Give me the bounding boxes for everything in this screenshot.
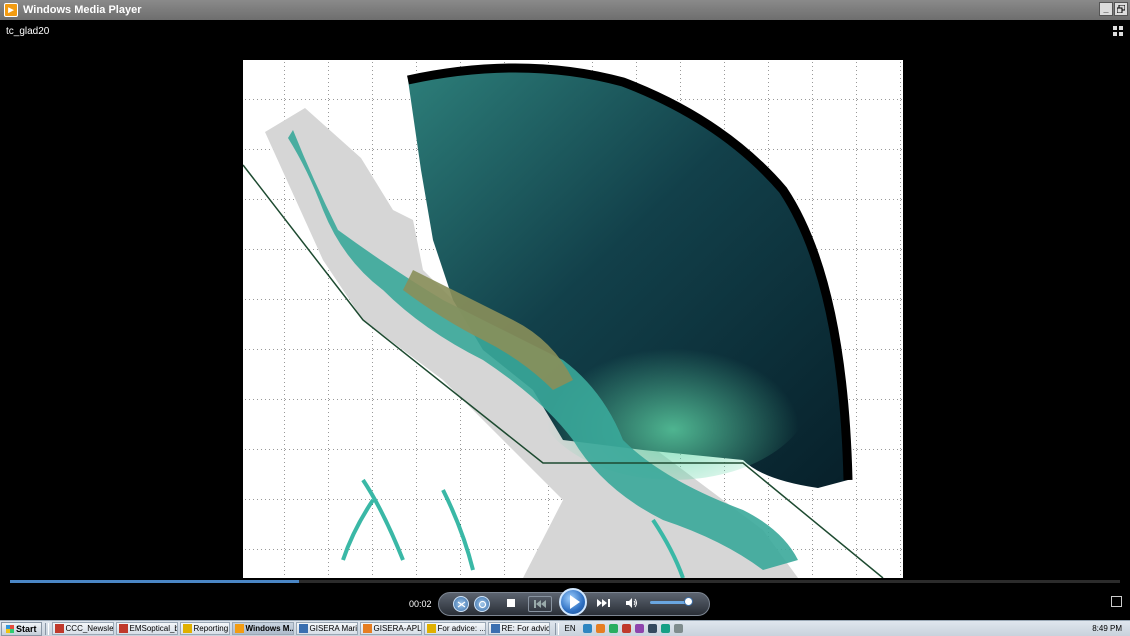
elapsed-time: 00:02 [409,599,432,609]
taskbar-separator [554,622,559,635]
app-icon [182,624,192,633]
app-icon [362,624,372,633]
sediment-plume [403,270,573,390]
taskbar-button-label: RE: For advic... [501,624,549,633]
app-icon [490,624,500,633]
speaker-icon [626,598,637,608]
app-icon [234,624,244,633]
windows-logo-icon [6,624,14,633]
shuffle-button[interactable] [453,596,469,612]
tray-app-icon[interactable] [660,624,670,633]
tray-app-icon[interactable] [595,624,605,633]
stop-icon [507,599,515,607]
app-icon [298,624,308,633]
taskbar-button-label: Reporting [193,624,229,633]
taskbar-button[interactable]: Windows M... [231,622,294,635]
start-button[interactable]: Start [1,621,42,636]
shuffle-icon [457,601,465,607]
taskbar-button-label: CCC_Newslet... [65,624,114,633]
volume-knob[interactable] [683,597,693,606]
taskbar-button[interactable]: For advice: ... [423,622,486,635]
taskbar-button[interactable]: EMSoptical_b... [115,622,178,635]
mute-button[interactable] [625,597,639,609]
volume-slider[interactable] [650,601,692,604]
tray-app-icon[interactable] [647,624,657,633]
play-button[interactable] [559,588,587,616]
restore-icon [1117,5,1125,13]
next-button[interactable] [596,598,612,608]
volume-icon[interactable] [673,624,683,633]
playback-controls: 00:02 [0,586,1130,620]
taskbar-button[interactable]: GISERA-APL... [359,622,422,635]
taskbar-button-label: Windows M... [245,624,294,633]
window-titlebar[interactable]: ▶ Windows Media Player _ [0,0,1130,20]
compact-mode-icon[interactable] [1113,26,1123,36]
media-title: tc_glad20 [6,26,50,37]
network-icon[interactable] [582,624,592,633]
seek-bar[interactable] [10,580,1120,583]
taskbar-buttons: CCC_Newslet... EMSoptical_b... Reporting Wi… [51,622,552,635]
taskbar-button-label: GISERA Mari... [309,624,358,633]
taskbar-button-label: GISERA-APL... [373,624,422,633]
media-player-icon: ▶ [4,3,18,17]
app-icon [54,624,64,633]
taskbar: Start CCC_Newslet... EMSoptical_b... Repor… [0,620,1130,636]
system-tray [581,624,685,633]
river-branches [341,478,685,578]
window-title: Windows Media Player [23,4,142,16]
app-icon [118,624,128,633]
previous-icon [534,600,546,608]
app-icon [426,624,436,633]
repeat-button[interactable] [474,596,490,612]
repeat-icon [478,600,486,608]
tray-app-icon[interactable] [621,624,631,633]
clock[interactable]: 8:49 PM [1092,624,1122,633]
language-indicator[interactable]: EN [564,624,576,633]
switch-to-library-icon[interactable] [1111,596,1122,607]
tray-app-icon[interactable] [634,624,644,633]
play-icon [569,595,580,609]
tray-app-icon[interactable] [608,624,618,633]
taskbar-button[interactable]: CCC_Newslet... [51,622,114,635]
previous-button[interactable] [528,596,552,612]
taskbar-button[interactable]: GISERA Mari... [295,622,358,635]
seek-progress [10,580,299,583]
taskbar-separator [44,622,49,635]
stop-button[interactable] [506,598,516,608]
window-controls: _ [1099,2,1128,16]
boundary-line [243,164,884,578]
taskbar-button[interactable]: RE: For advic... [487,622,550,635]
next-icon [597,599,610,607]
taskbar-button-label: EMSoptical_b... [129,624,177,633]
restore-button[interactable] [1114,2,1128,16]
video-frame[interactable] [243,60,903,578]
minimize-button[interactable]: _ [1099,2,1113,16]
domain-boundary-arc [407,63,853,481]
taskbar-button-label: For advice: ... [437,624,486,633]
taskbar-button[interactable]: Reporting [179,622,230,635]
